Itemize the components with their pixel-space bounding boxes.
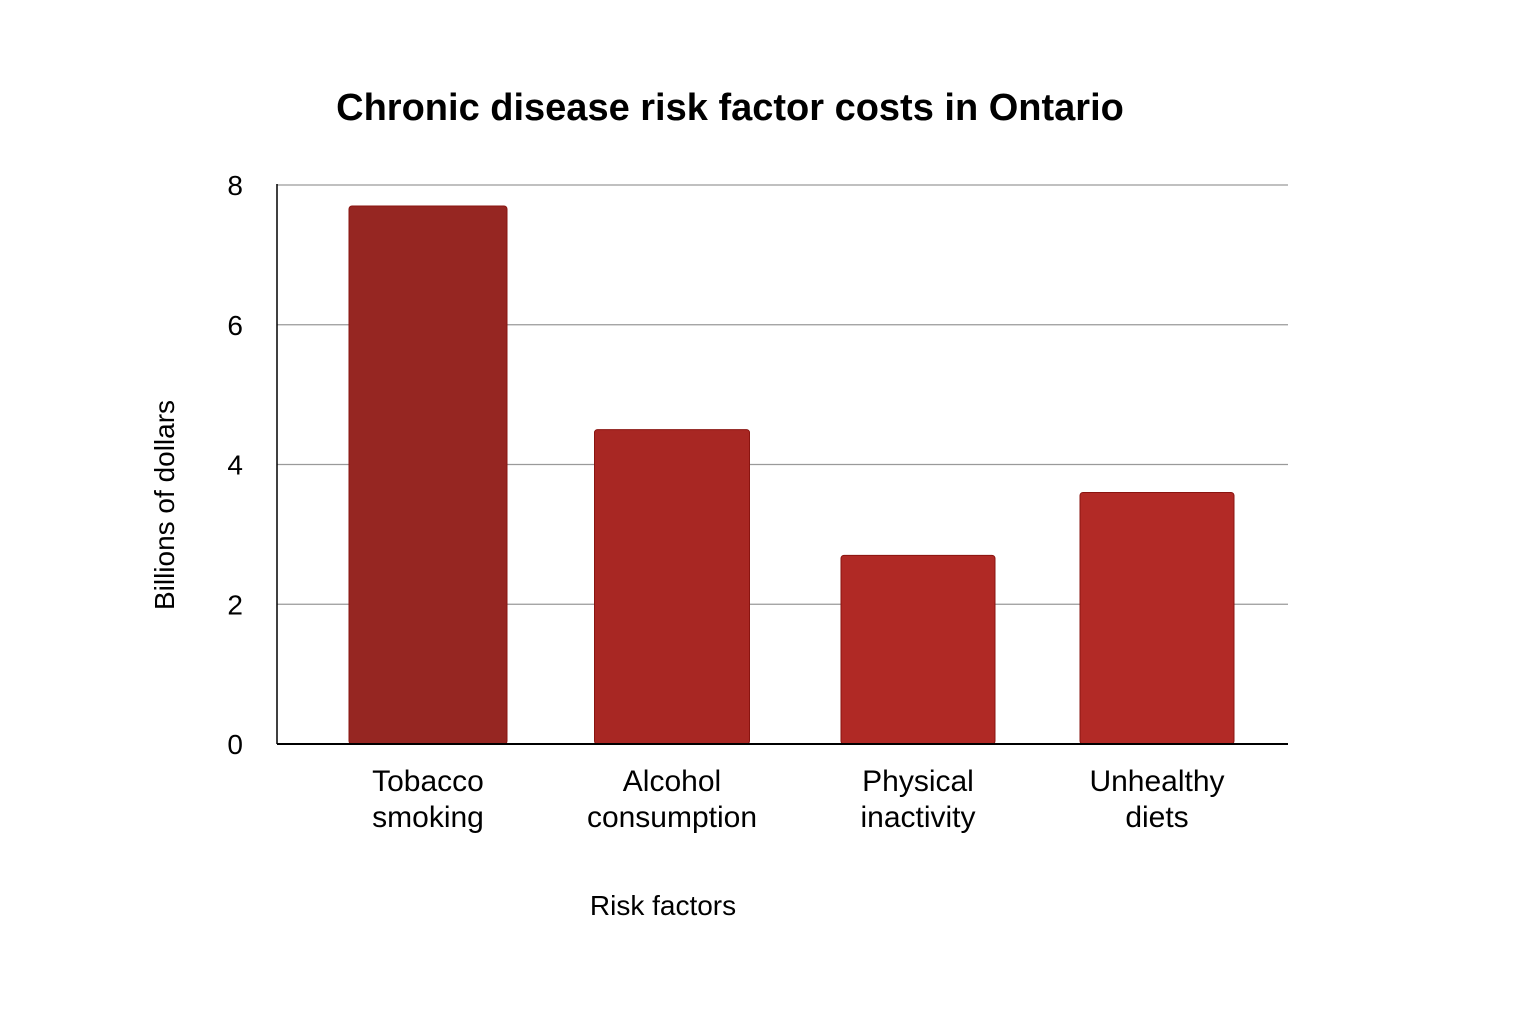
x-tick-label: inactivity (860, 801, 975, 834)
bar (840, 554, 996, 745)
y-tick-labels: 0 2 4 6 8 (227, 170, 243, 760)
y-tick-label: 8 (227, 170, 243, 201)
bar (348, 205, 508, 745)
x-tick-label: Physical (862, 765, 974, 798)
x-tick-label: Alcohol (623, 765, 721, 798)
x-tick-label: diets (1125, 801, 1188, 834)
bar (594, 429, 750, 745)
x-tick-label: smoking (372, 801, 484, 834)
y-tick-label: 4 (227, 450, 243, 481)
x-tick-label: consumption (587, 801, 757, 834)
y-tick-label: 2 (227, 589, 243, 620)
chart-title: Chronic disease risk factor costs in Ont… (336, 87, 1124, 129)
bar (1079, 491, 1235, 745)
x-tick-label: Tobacco (372, 765, 484, 798)
y-tick-label: 0 (227, 729, 243, 760)
y-axis-label: Billions of dollars (149, 400, 180, 610)
x-axis-label: Risk factors (590, 890, 736, 921)
y-tick-label: 6 (227, 310, 243, 341)
bars (348, 205, 1235, 745)
x-tick-label: Unhealthy (1089, 765, 1224, 798)
